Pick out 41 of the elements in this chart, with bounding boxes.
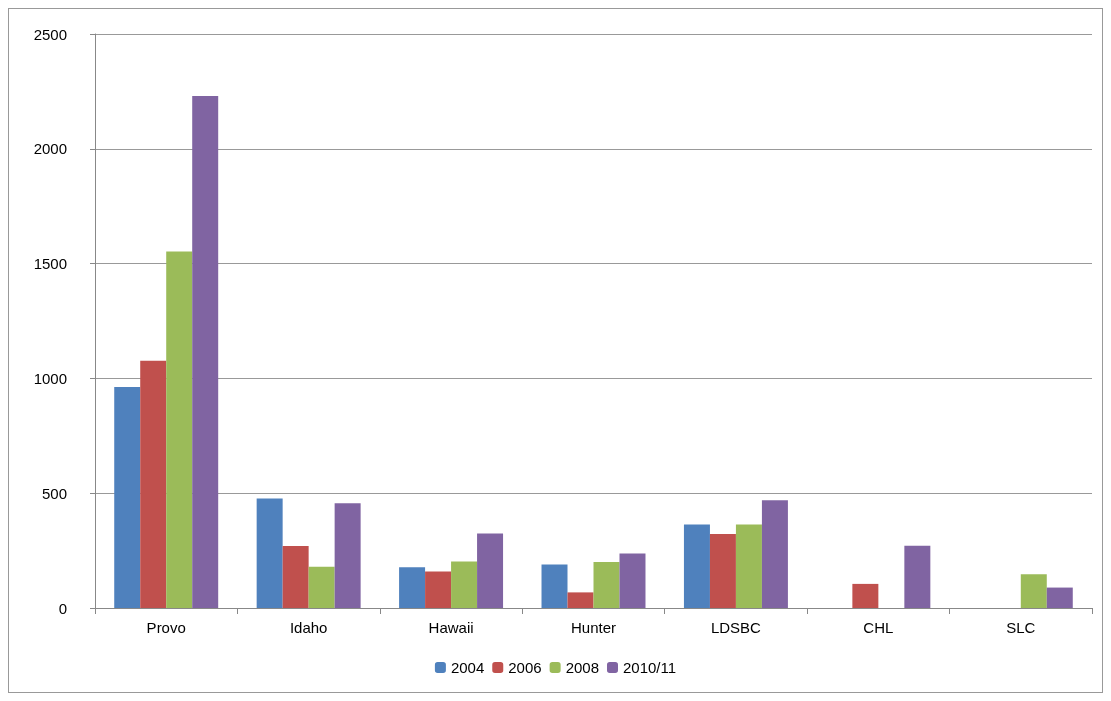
x-tick-label: CHL [863,619,894,636]
bar [1046,587,1073,608]
bar [761,500,788,608]
bar [593,562,620,608]
legend-label: 2008 [565,659,600,676]
x-tick-label: Hawaii [428,619,474,636]
y-tick-label: 2000 [33,140,67,158]
y-tick-label: 500 [41,484,67,502]
bar [256,498,283,608]
bar [709,534,736,608]
legend-label: 2004 [450,659,485,676]
bar [541,564,568,608]
bar [166,251,193,608]
bar [399,567,426,608]
x-tick-label: Provo [146,619,186,636]
bar [308,566,335,608]
y-tick-label: 0 [58,599,67,617]
x-tick-label: Idaho [289,619,328,636]
bar [619,553,646,608]
x-tick-label: LDSBC [710,619,762,636]
bar [477,533,504,608]
legend-label: 2006 [508,659,542,676]
bar [282,546,309,608]
bar [904,545,931,608]
bar [1020,574,1047,608]
bar [425,571,452,608]
bar [192,95,219,608]
bar [114,387,141,608]
bar [567,592,594,608]
legend-label: 2010/11 [623,659,677,676]
bar [451,561,478,608]
bar [140,360,167,608]
bar [683,524,710,608]
y-tick-label: 1500 [33,255,67,273]
bar [735,524,762,608]
bar [852,583,879,608]
x-tick-label: SLC [1006,619,1036,636]
bar [334,503,361,608]
y-tick-label: 2500 [33,25,67,43]
y-tick-label: 1000 [33,369,67,387]
x-tick-label: Hunter [570,619,617,636]
